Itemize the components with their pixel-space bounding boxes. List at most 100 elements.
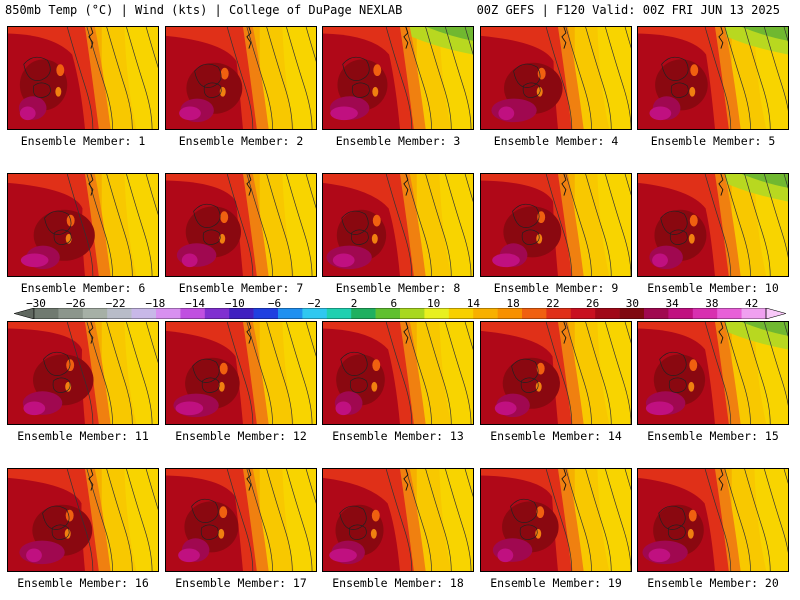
colorbar-segment	[644, 308, 669, 319]
temperature-map	[8, 469, 158, 571]
colorbar-segment	[522, 308, 547, 319]
temperature-map	[481, 27, 631, 129]
colorbar-tick-label: 10	[426, 297, 441, 310]
colorbar-segment	[595, 308, 620, 319]
colorbar-segment	[497, 308, 523, 319]
ensemble-member-label: Ensemble Member: 16	[17, 576, 149, 590]
ensemble-map-8	[322, 173, 474, 277]
colorbar-segment	[326, 308, 352, 319]
colorbar-segment	[278, 308, 303, 319]
temperature-map	[166, 322, 316, 424]
colorbar-segment	[570, 308, 596, 319]
ensemble-member-label: Ensemble Member: 6	[20, 281, 146, 295]
ensemble-member-label: Ensemble Member: 8	[335, 281, 461, 295]
temperature-map	[8, 174, 158, 276]
ensemble-member-label: Ensemble Member: 1	[20, 134, 146, 148]
ensemble-map-16	[7, 468, 159, 572]
colorbar-tick-label: −30	[26, 297, 46, 310]
ensemble-member-label: Ensemble Member: 18	[332, 576, 464, 590]
temperature-map	[166, 469, 316, 571]
temperature-map	[638, 322, 788, 424]
temperature-map	[323, 469, 473, 571]
colorbar-tick-label: −22	[105, 297, 126, 310]
colorbar-segment	[156, 308, 181, 319]
colorbar-segment	[58, 308, 84, 319]
colorbar-tick-label: 2	[350, 297, 358, 310]
ensemble-member-label: Ensemble Member: 13	[332, 429, 464, 443]
colorbar-segment	[107, 308, 132, 319]
colorbar-tick-label: −2	[307, 297, 321, 310]
temperature-map	[323, 322, 473, 424]
header-run-info: 00Z GEFS | F120 Valid: 00Z FRI JUN 13 20…	[476, 3, 780, 17]
colorbar-segment	[717, 308, 742, 319]
colorbar-tick-label: 34	[665, 297, 679, 310]
temperature-map	[481, 322, 631, 424]
colorbar-segment	[351, 308, 376, 319]
ensemble-member-label: Ensemble Member: 11	[17, 429, 149, 443]
temperature-map	[481, 469, 631, 571]
colorbar-segment	[400, 308, 425, 319]
ensemble-map-17	[165, 468, 317, 572]
temperature-map	[638, 27, 788, 129]
colorbar-segment	[34, 308, 59, 319]
colorbar-tick-label: 30	[625, 297, 639, 310]
ensemble-member-label: Ensemble Member: 12	[175, 429, 307, 443]
ensemble-map-7	[165, 173, 317, 277]
ensemble-map-4	[480, 26, 632, 130]
colorbar-segment	[448, 308, 474, 319]
colorbar-tick-label: 14	[466, 297, 480, 310]
temperature-map	[481, 174, 631, 276]
ensemble-map-20	[637, 468, 789, 572]
ensemble-member-label: Ensemble Member: 9	[493, 281, 619, 295]
ensemble-map-12	[165, 321, 317, 425]
colorbar-tick-label: 42	[745, 297, 759, 310]
temperature-map	[8, 27, 158, 129]
ensemble-member-label: Ensemble Member: 4	[493, 134, 619, 148]
colorbar-segment	[473, 308, 498, 319]
temperature-map	[323, 174, 473, 276]
colorbar-segment	[375, 308, 401, 319]
ensemble-map-5	[637, 26, 789, 130]
ensemble-map-1	[7, 26, 159, 130]
ensemble-member-label: Ensemble Member: 15	[647, 429, 779, 443]
colorbar-tick-label: −6	[267, 297, 282, 310]
ensemble-map-15	[637, 321, 789, 425]
colorbar-segment	[204, 308, 230, 319]
colorbar-tick-label: 18	[506, 297, 520, 310]
temperature-map	[8, 322, 158, 424]
temperature-colorbar	[14, 308, 786, 319]
ensemble-map-11	[7, 321, 159, 425]
colorbar-segment	[253, 308, 279, 319]
ensemble-member-label: Ensemble Member: 2	[178, 134, 304, 148]
colorbar-tick-label: 38	[705, 297, 719, 310]
colorbar-high-arrow	[765, 308, 786, 319]
ensemble-map-13	[322, 321, 474, 425]
ensemble-map-10	[637, 173, 789, 277]
colorbar-segment	[619, 308, 645, 319]
ensemble-map-6	[7, 173, 159, 277]
colorbar-segment	[668, 308, 694, 319]
ensemble-member-label: Ensemble Member: 10	[647, 281, 779, 295]
ensemble-member-label: Ensemble Member: 20	[647, 576, 779, 590]
colorbar-segment	[692, 308, 718, 319]
ensemble-map-19	[480, 468, 632, 572]
ensemble-map-18	[322, 468, 474, 572]
temperature-map	[166, 174, 316, 276]
ensemble-map-3	[322, 26, 474, 130]
colorbar-segment	[741, 308, 767, 319]
colorbar-segment	[82, 308, 108, 319]
colorbar-tick-label: −14	[185, 297, 205, 310]
ensemble-map-2	[165, 26, 317, 130]
temperature-map	[166, 27, 316, 129]
temperature-map	[638, 174, 788, 276]
ensemble-member-label: Ensemble Member: 7	[178, 281, 304, 295]
ensemble-map-14	[480, 321, 632, 425]
ensemble-member-label: Ensemble Member: 3	[335, 134, 461, 148]
ensemble-member-label: Ensemble Member: 19	[490, 576, 622, 590]
colorbar-tick-label: −10	[224, 297, 245, 310]
colorbar-segment	[229, 308, 254, 319]
temperature-map	[323, 27, 473, 129]
colorbar-tick-label: 6	[390, 297, 398, 310]
colorbar-segment	[424, 308, 450, 319]
colorbar-segment	[180, 308, 206, 319]
